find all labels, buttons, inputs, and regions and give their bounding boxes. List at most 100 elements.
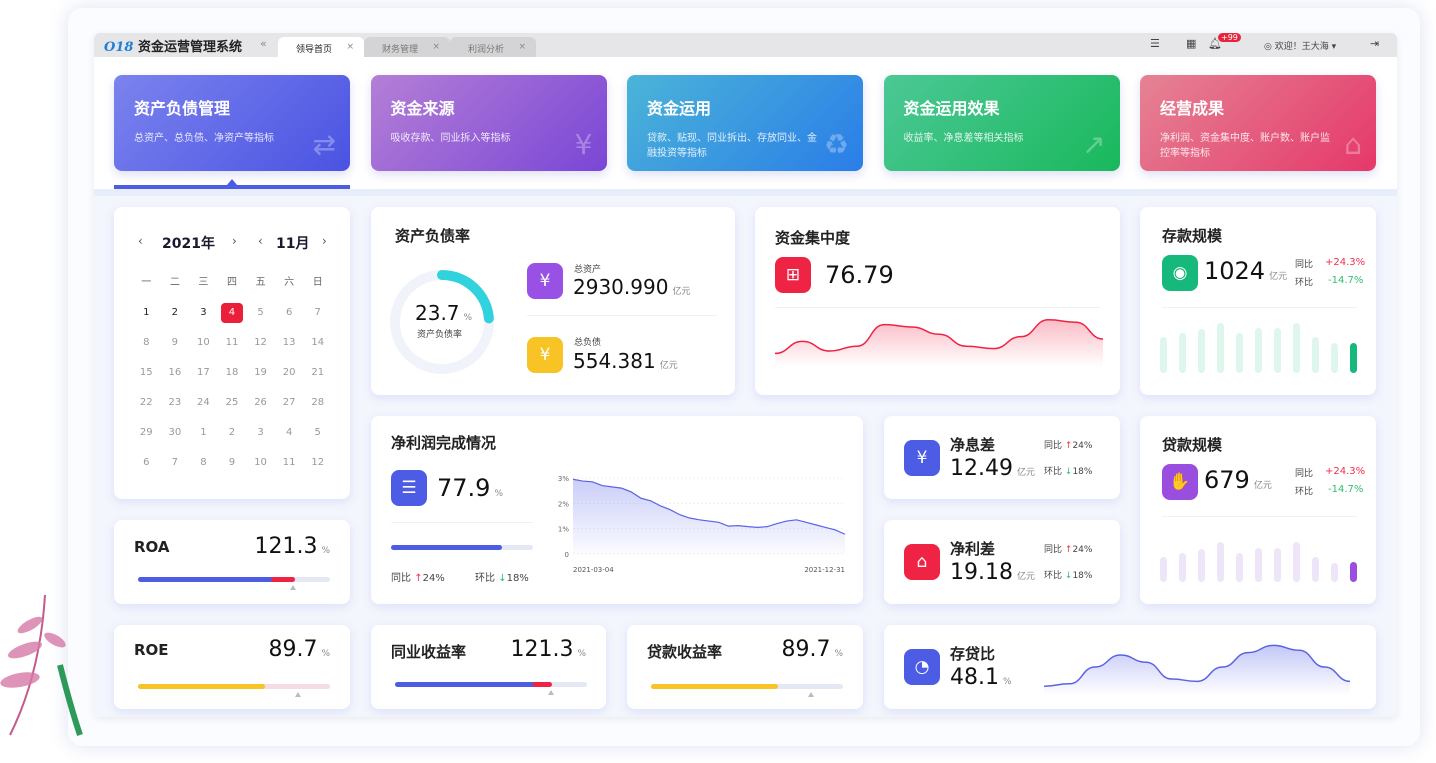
card-title: 净息差 <box>950 436 996 454</box>
calendar-day[interactable]: 3 <box>200 307 207 318</box>
debt-ratio-donut <box>390 270 494 374</box>
bar <box>1312 337 1319 373</box>
concentration-card: 资金集中度 ⊞ 76.79 <box>755 207 1120 395</box>
calendar-day[interactable]: 30 <box>168 427 182 438</box>
roa-value: 121.3% <box>254 534 330 559</box>
logout-icon[interactable]: ⇥ <box>1370 37 1380 50</box>
card-title: 资金集中度 <box>775 229 851 247</box>
chart-exchange-icon: ⇄ <box>312 128 336 161</box>
calendar-day[interactable]: 7 <box>171 457 179 468</box>
basket-icon: ⌂ <box>1344 128 1362 161</box>
coin-icon: ◉ <box>1162 255 1198 291</box>
calendar-day[interactable]: 9 <box>228 457 236 468</box>
calendar-day[interactable]: 21 <box>311 367 325 378</box>
category-card[interactable]: 资金来源 吸收存款、同业拆入等指标 ¥ <box>370 75 607 171</box>
roa-progress <box>138 577 330 582</box>
yoy-label: 同比 <box>1295 469 1314 479</box>
category-card[interactable]: 资产负债管理 总资产、总负债、净资产等指标 ⇄ <box>114 75 350 171</box>
calendar-day[interactable]: 12 <box>254 337 267 348</box>
roe-value: 89.7% <box>268 637 330 662</box>
calendar-day[interactable]: 9 <box>171 337 179 348</box>
calendar-day[interactable]: 4 <box>285 427 293 438</box>
calendar-day[interactable]: 2 <box>228 427 236 438</box>
calendar-day[interactable]: 10 <box>197 337 210 348</box>
concentration-value: 76.79 <box>825 261 894 289</box>
category-title: 资金运用效果 <box>903 99 1000 118</box>
greeting: 欢迎！王大海 <box>1274 42 1329 52</box>
yoy: 同比 ↑24% <box>1044 441 1093 451</box>
calendar-day[interactable]: 12 <box>311 457 325 468</box>
calendar-day[interactable]: 26 <box>254 397 267 408</box>
calendar-day[interactable]: 28 <box>311 397 325 408</box>
app-logo: O18 资金运营管理系统 <box>104 40 242 55</box>
calendar-day[interactable]: 1 <box>200 427 207 438</box>
menu-icon[interactable]: ☰ <box>1150 37 1160 50</box>
calendar-year: 2021年 <box>162 236 215 252</box>
assets-label: 总资产 <box>574 265 602 275</box>
growth-chart-icon: ↗ <box>1082 128 1106 161</box>
calendar-day[interactable]: 18 <box>225 367 239 378</box>
y-tick-label: 0 <box>565 551 569 559</box>
calendar-day[interactable]: 7 <box>314 307 321 318</box>
calendar-day[interactable]: 2 <box>171 307 179 318</box>
bar <box>1350 562 1357 582</box>
user-menu[interactable]: ◎ 欢迎！王大海 ▾ <box>1264 42 1337 52</box>
close-icon[interactable]: × <box>346 42 354 52</box>
calendar-day[interactable]: 5 <box>257 307 264 318</box>
tab-home[interactable]: 领导首页 × <box>278 37 364 57</box>
category-card[interactable]: 资金运用 贷款、贴现、同业拆出、存放同业、金融投资等指标 ♻ <box>627 75 863 171</box>
calendar-day[interactable]: 27 <box>282 397 296 408</box>
weekday-label: 四 <box>226 277 237 288</box>
close-icon[interactable]: × <box>518 42 526 52</box>
calendar-day[interactable]: 25 <box>225 397 239 408</box>
loan-yield-progress <box>651 684 843 689</box>
mom-value: -14.7% <box>1328 275 1364 286</box>
calendar-day[interactable]: 13 <box>282 337 296 348</box>
calendar-day[interactable]: 11 <box>225 337 239 348</box>
calendar-day[interactable]: 16 <box>168 367 182 378</box>
apps-grid-icon[interactable]: ▦ <box>1186 37 1197 50</box>
ldr-wave-chart <box>1044 644 1350 695</box>
calendar-day[interactable]: 19 <box>254 367 267 378</box>
close-icon[interactable]: × <box>432 42 440 52</box>
calendar-day[interactable]: 20 <box>282 367 296 378</box>
yoy-value: +24.3% <box>1325 257 1366 268</box>
card-title: 净利润完成情况 <box>391 434 497 452</box>
calendar-day[interactable]: 8 <box>200 457 207 468</box>
calendar-day[interactable]: 6 <box>285 307 293 318</box>
next-year-button[interactable]: › <box>232 234 237 248</box>
collapse-icon[interactable]: « <box>260 37 267 50</box>
calendar-day[interactable]: 15 <box>139 367 153 378</box>
calendar-day[interactable]: 22 <box>139 397 153 408</box>
next-month-button[interactable]: › <box>322 234 327 248</box>
calendar-day[interactable]: 24 <box>197 397 210 408</box>
weekday-label: 日 <box>312 277 323 288</box>
bar <box>1331 563 1338 582</box>
category-card[interactable]: 经营成果 净利润、资金集中度、账户数、账户监控率等指标 ⌂ <box>1140 75 1376 171</box>
bar <box>1236 333 1243 373</box>
calendar-day[interactable]: 29 <box>139 427 153 438</box>
calendar-day[interactable]: 8 <box>143 337 150 348</box>
prev-year-button[interactable]: ‹ <box>138 234 143 248</box>
prev-month-button[interactable]: ‹ <box>258 234 263 248</box>
calendar-day[interactable]: 10 <box>254 457 267 468</box>
tab-profit[interactable]: 利润分析 × <box>450 37 536 57</box>
wave-area <box>775 319 1103 367</box>
calendar-day[interactable]: 14 <box>311 337 325 348</box>
calendar-day[interactable]: 1 <box>143 307 150 318</box>
bar <box>1350 343 1357 373</box>
liabilities-icon: ¥ <box>527 337 563 373</box>
calendar-day[interactable]: 23 <box>168 397 182 408</box>
tab-finance[interactable]: 财务管理 × <box>364 37 450 57</box>
roe-progress <box>138 684 330 689</box>
assets-icon: ¥ <box>527 263 563 299</box>
calendar-day[interactable]: 17 <box>197 367 210 378</box>
calendar-day[interactable]: 4 <box>220 303 243 323</box>
calendar-day[interactable]: 3 <box>257 427 264 438</box>
debt-ratio-value: 23.7% <box>415 301 473 325</box>
calendar-day[interactable]: 6 <box>143 457 150 468</box>
calendar-day[interactable]: 11 <box>282 457 296 468</box>
calendar-day[interactable]: 5 <box>314 427 321 438</box>
target-marker <box>808 692 814 697</box>
category-card[interactable]: 资金运用效果 收益率、净息差等相关指标 ↗ <box>883 75 1120 171</box>
